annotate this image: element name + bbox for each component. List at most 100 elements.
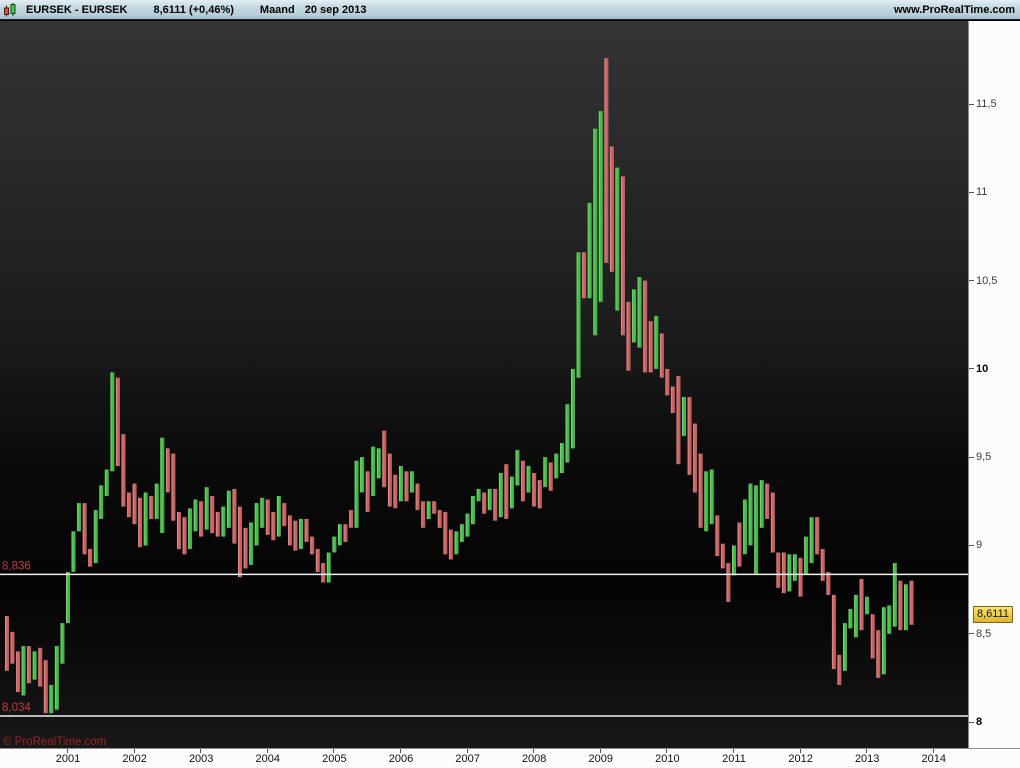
candle-2000-05 <box>21 646 26 696</box>
y-axis-tick: 11 <box>969 185 987 199</box>
candle-2010-04 <box>682 397 686 436</box>
candle-2005-06 <box>360 457 365 493</box>
candle-2012-11 <box>854 594 859 638</box>
y-axis-tick: 9 <box>969 538 982 552</box>
y-tick-label: 9 <box>976 539 983 552</box>
last-price-tag: 8,6111 <box>973 605 1013 623</box>
tick-mark <box>932 749 934 753</box>
candle-2001-01 <box>66 571 70 624</box>
candle-2011-08 <box>770 492 775 553</box>
candle-2005-05 <box>354 460 359 528</box>
y-tick-label: 8 <box>976 716 983 728</box>
x-tick-label: 2001 <box>55 753 81 765</box>
candle-2013-01 <box>865 596 870 615</box>
chart-canvas[interactable]: 8,836 8,034 © ProRealTime.com <box>0 21 968 748</box>
candle-2004-04 <box>282 503 287 527</box>
candle-2000-11 <box>54 646 59 710</box>
y-axis-tick: 10 <box>969 362 988 376</box>
candle-2008-04 <box>548 462 553 491</box>
candle-2001-11 <box>121 434 126 507</box>
y-tick-label: 11,5 <box>976 98 997 110</box>
candle-2000-10 <box>49 684 54 714</box>
candle-2003-11 <box>254 503 259 546</box>
candle-2005-09 <box>376 448 381 479</box>
candle-2007-07 <box>498 473 503 518</box>
time-axis[interactable]: 2001 2002 2003 2004 2005 2006 2007 2008 2009 2010… <box>0 748 1020 768</box>
candle-2013-07 <box>898 580 903 631</box>
candle-2006-11 <box>454 531 459 555</box>
tick-mark <box>733 749 734 753</box>
candle-2006-06 <box>426 501 431 519</box>
candle-2012-06 <box>826 571 831 595</box>
candle-2007-06 <box>493 488 498 521</box>
candle-2013-08 <box>904 584 908 631</box>
candle-2001-08 <box>104 469 109 496</box>
candle-2005-12 <box>393 474 398 509</box>
candle-2012-09 <box>843 623 847 671</box>
candle-2004-03 <box>276 496 281 537</box>
candle-2008-05 <box>554 453 559 479</box>
candle-2004-09 <box>310 536 315 555</box>
candle-2011-12 <box>793 554 797 581</box>
candle-2008-09 <box>576 252 581 378</box>
candle-2003-09 <box>243 527 248 569</box>
candle-2000-08 <box>38 647 43 687</box>
candle-2002-04 <box>149 496 154 519</box>
candle-2012-08 <box>837 654 842 685</box>
tick-mark <box>599 749 601 753</box>
tick-mark <box>969 280 974 282</box>
candle-2004-12 <box>326 552 331 583</box>
candle-2007-09 <box>510 476 514 509</box>
x-tick-label: 2011 <box>722 753 746 765</box>
candle-2004-10 <box>315 549 320 572</box>
candle-2006-07 <box>432 501 437 514</box>
candle-2002-10 <box>182 517 187 555</box>
candle-2011-03 <box>743 499 748 555</box>
candle-2008-07 <box>565 404 570 463</box>
candle-2008-06 <box>560 443 564 473</box>
candle-2006-04 <box>415 483 420 511</box>
x-tick-label: 2003 <box>188 753 214 765</box>
tick-mark <box>200 749 202 753</box>
candle-2004-07 <box>299 518 304 549</box>
candle-2001-07 <box>99 485 104 519</box>
prorealtime-watermark: © ProRealTime.com <box>3 736 106 748</box>
candle-2007-01 <box>465 513 470 537</box>
candle-2010-06 <box>693 423 698 493</box>
candle-2007-08 <box>504 464 509 519</box>
candle-2002-09 <box>177 511 181 549</box>
candle-2013-05 <box>887 605 892 634</box>
candle-2013-03 <box>876 630 881 678</box>
candle-2009-05 <box>621 176 625 336</box>
y-axis-tick: 9,5 <box>969 450 991 464</box>
candle-2008-01 <box>532 473 537 507</box>
tick-mark <box>969 103 974 105</box>
candle-2001-09 <box>110 372 115 472</box>
candle-2009-11 <box>654 315 659 369</box>
candle-2011-05 <box>754 485 759 574</box>
candle-2010-01 <box>665 368 670 396</box>
tick-mark <box>266 749 268 753</box>
candle-2004-11 <box>321 563 326 583</box>
candle-2003-04 <box>215 511 220 537</box>
candle-2007-10 <box>515 450 520 486</box>
candlestick-chart[interactable]: 8,836 8,034 © ProRealTime.com <box>0 21 968 748</box>
candle-2007-12 <box>526 466 531 493</box>
instrument-title: EURSEK - EURSEK <box>26 3 128 16</box>
candle-2006-12 <box>460 524 465 542</box>
y-tick-label: 9,5 <box>976 451 992 464</box>
candle-2000-09 <box>43 660 48 714</box>
x-tick-label: 2005 <box>322 753 347 765</box>
website-link[interactable]: www.ProRealTime.com <box>893 3 1015 16</box>
price-axis[interactable]: 8,6111 8 8,5 9 9,5 10 10,5 11 11,5 <box>968 21 1020 748</box>
candle-2010-07 <box>698 453 703 528</box>
candle-2006-10 <box>448 529 453 560</box>
candle-2010-05 <box>687 397 692 475</box>
candle-2004-05 <box>288 515 292 546</box>
candle-2010-10 <box>715 515 720 556</box>
candle-2011-02 <box>737 522 742 567</box>
candle-2006-02 <box>404 471 409 502</box>
candle-2007-02 <box>471 496 476 525</box>
candle-2012-12 <box>859 579 864 631</box>
candle-2003-12 <box>260 497 265 528</box>
